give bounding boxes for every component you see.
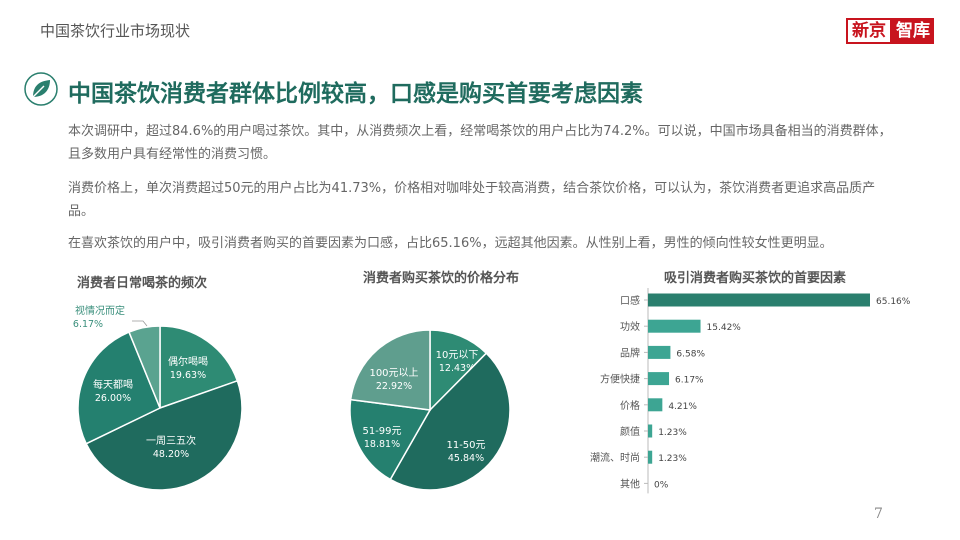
bar-category-3: 方便快捷 <box>600 373 640 386</box>
bar-value-label-5: 1.23% <box>658 428 687 438</box>
logo-left: 新京 <box>846 18 892 44</box>
pie-title-0: 消费者日常喝茶的频次 <box>77 275 207 291</box>
pie-value-0-0: 19.63% <box>170 370 206 381</box>
pie-label-1-2: 51-99元 <box>362 426 401 437</box>
bar-category-0: 口感 <box>620 294 640 307</box>
bar-category-5: 颜值 <box>620 425 640 438</box>
pie-value-1-1: 45.84% <box>448 453 484 464</box>
bar-6 <box>648 450 653 464</box>
pie-slice-0-3 <box>128 325 161 409</box>
bar-2 <box>648 345 671 359</box>
bar-category-4: 价格 <box>620 399 640 412</box>
pie-leader-line-0-3 <box>132 320 148 327</box>
logo-right: 智库 <box>892 18 934 44</box>
bar-category-7: 其他 <box>620 477 640 490</box>
pie-slice-0-1 <box>85 379 243 491</box>
pie-label-0-3: 视情况而定 <box>75 304 125 317</box>
pie-label-1-0: 10元以下 <box>436 350 479 361</box>
bar-value-label-4: 4.21% <box>668 402 697 412</box>
pie-value-1-3: 22.92% <box>376 381 412 392</box>
bar-category-1: 功效 <box>620 320 640 333</box>
pie-label-0-0: 偶尔喝喝 <box>168 355 208 368</box>
paragraph-1: 本次调研中，超过84.6%的用户喝过茶饮。其中，从消费频次上看，经常喝茶饮的用户… <box>68 124 892 162</box>
bar-value-label-2: 6.58% <box>676 349 705 359</box>
bar-4 <box>648 398 663 412</box>
pie-value-1-0: 12.43% <box>439 363 475 374</box>
pie-value-0-1: 48.20% <box>153 449 189 460</box>
pie-value-0-3: 6.17% <box>73 319 103 330</box>
leaf-icon <box>24 72 58 106</box>
bar-value-label-3: 6.17% <box>675 376 704 386</box>
headline: 中国茶饮消费者群体比例较高，口感是购买首要考虑因素 <box>68 81 643 107</box>
pie-slice-1-3 <box>349 329 431 411</box>
pie-label-0-1: 一周三五次 <box>146 434 196 447</box>
bar-1 <box>648 319 701 333</box>
bar-5 <box>648 424 653 438</box>
pie-label-0-2: 每天都喝 <box>93 378 133 391</box>
paragraph-2: 消费价格上，单次消费超过50元的用户占比为41.73%，价格相对咖啡处于较高消费… <box>68 181 876 219</box>
bar-value-label-0: 65.16% <box>876 297 911 307</box>
bar-0 <box>648 293 870 307</box>
bar-3 <box>648 372 670 386</box>
bar-category-6: 潮流、时尚 <box>590 451 640 464</box>
pie-slice-1-1 <box>389 352 511 491</box>
pie-label-1-3: 100元以上 <box>369 367 418 379</box>
page-number: 7 <box>874 506 883 522</box>
section-title: 中国茶饮行业市场现状 <box>40 22 191 40</box>
pie-value-0-2: 26.00% <box>95 393 131 404</box>
paragraph-3: 在喜欢茶饮的用户中，吸引消费者购买的首要因素为口感，占比65.16%，远超其他因… <box>68 236 833 251</box>
pie-slice-1-2 <box>349 398 432 481</box>
pie-title-1: 消费者购买茶饮的价格分布 <box>363 270 519 286</box>
pie-value-1-2: 18.81% <box>364 439 400 450</box>
pie-label-1-1: 11-50元 <box>446 440 485 451</box>
bar-value-label-6: 1.23% <box>658 454 687 464</box>
pie-slice-0-2 <box>77 331 161 445</box>
bar-value-label-1: 15.42% <box>707 323 742 333</box>
bar-category-2: 品牌 <box>620 346 640 359</box>
pie-slice-1-0 <box>429 329 488 412</box>
brand-logo: 新京 智库 <box>846 18 934 44</box>
bar-title: 吸引消费者购买茶饮的首要因素 <box>664 270 846 286</box>
bar-value-label-7: 0% <box>654 480 669 490</box>
